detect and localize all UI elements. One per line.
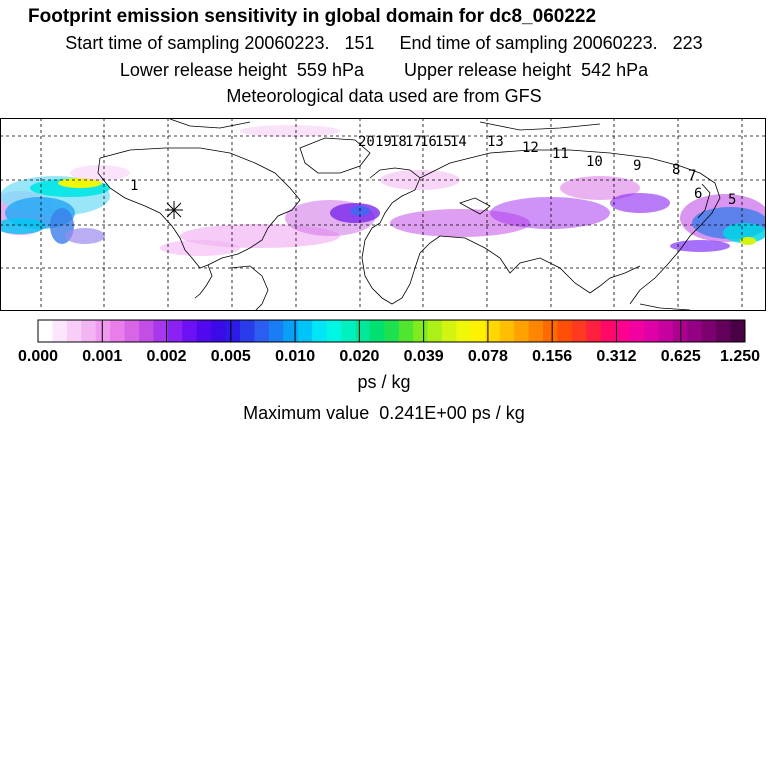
colorbar-cell bbox=[196, 320, 212, 342]
colorbar-tick-label: 0.000 bbox=[18, 348, 58, 365]
colorbar-cell bbox=[124, 320, 140, 342]
colorbar-cell bbox=[95, 320, 111, 342]
colorbar-cell bbox=[485, 320, 501, 342]
colorbar-cell bbox=[456, 320, 472, 342]
track-label-17: 17 bbox=[405, 134, 422, 150]
colorbar-tick-label: 0.001 bbox=[82, 348, 122, 365]
colorbar-tick-label: 0.002 bbox=[147, 348, 187, 365]
track-label-19: 19 bbox=[375, 134, 392, 150]
colorbar-cell bbox=[110, 320, 126, 342]
colorbar-cell bbox=[730, 320, 746, 342]
lat-lon-grid bbox=[0, 118, 766, 311]
colorbar-cell bbox=[268, 320, 284, 342]
sensitivity-field bbox=[0, 125, 766, 256]
colorbar-tick-label: 0.078 bbox=[468, 348, 508, 365]
colorbar-cell bbox=[38, 320, 53, 342]
colorbar-tick-label: 0.039 bbox=[404, 348, 444, 365]
colorbar-cell bbox=[499, 320, 515, 342]
sampling-time-line: Start time of sampling 20060223. 151 End… bbox=[65, 33, 703, 53]
colorbar-cell bbox=[297, 320, 313, 342]
colorbar-cell bbox=[629, 320, 645, 342]
release-location-marker bbox=[165, 201, 183, 219]
track-label-18: 18 bbox=[390, 134, 407, 150]
colorbar-cell bbox=[182, 320, 198, 342]
colorbar-tick-label: 0.010 bbox=[275, 348, 315, 365]
colorbar: 0.000 0.001 0.002 0.005 0.010 0.020 0.039 0.078… bbox=[18, 319, 760, 365]
colorbar-cell bbox=[369, 320, 385, 342]
colorbar-cell bbox=[341, 320, 356, 342]
colorbar-cell bbox=[211, 320, 227, 342]
colorbar-tick-label: 0.625 bbox=[661, 348, 701, 365]
colorbar-cell bbox=[240, 320, 255, 342]
colorbar-cell bbox=[384, 320, 400, 342]
colorbar-cell bbox=[701, 320, 717, 342]
colorbar-cell bbox=[586, 320, 602, 342]
colorbar-cell bbox=[528, 320, 544, 342]
track-label-20: 20 bbox=[358, 134, 375, 150]
colorbar-cell bbox=[442, 320, 457, 342]
track-label-16: 16 bbox=[420, 134, 437, 150]
colorbar-cell bbox=[153, 320, 169, 342]
colorbar-cell bbox=[427, 320, 443, 342]
colorbar-cell bbox=[355, 320, 371, 342]
maximum-value: Maximum value 0.241E+00 ps / kg bbox=[243, 403, 525, 423]
colorbar-cell bbox=[326, 320, 342, 342]
colorbar-cell bbox=[398, 320, 414, 342]
colorbar-cell bbox=[254, 320, 270, 342]
colorbar-tick-label: 0.005 bbox=[211, 348, 251, 365]
map-title: Footprint emission sensitivity in global… bbox=[28, 6, 597, 27]
release-height-line: Lower release height 559 hPa Upper relea… bbox=[119, 60, 649, 80]
colorbar-cell bbox=[167, 320, 183, 342]
colorbar-cell bbox=[312, 320, 328, 342]
colorbar-cell bbox=[615, 320, 631, 342]
map-frame bbox=[0, 118, 766, 311]
track-label-7: 7 bbox=[688, 168, 696, 184]
track-label-15: 15 bbox=[435, 134, 452, 150]
track-label-1: 1 bbox=[130, 178, 138, 194]
colorbar-cell bbox=[66, 320, 82, 342]
colorbar-tick-label: 0.156 bbox=[532, 348, 572, 365]
colorbar-cell bbox=[600, 320, 616, 342]
colorbar-cell bbox=[557, 320, 573, 342]
track-label-13: 13 bbox=[487, 134, 504, 150]
colorbar-cell bbox=[413, 320, 429, 342]
track-label-12: 12 bbox=[522, 140, 539, 156]
colorbar-cell bbox=[571, 320, 587, 342]
track-label-11: 11 bbox=[552, 146, 569, 162]
emission-sensitivity-map: 20 19 18 17 16 15 14 13 12 11 10 9 8 7 6… bbox=[0, 118, 766, 311]
coastlines bbox=[97, 118, 721, 311]
colorbar-tick-label: 0.312 bbox=[596, 348, 636, 365]
track-label-14: 14 bbox=[450, 134, 467, 150]
colorbar-cell bbox=[283, 320, 299, 342]
colorbar-cell bbox=[644, 320, 659, 342]
colorbar-cell bbox=[81, 320, 97, 342]
meteorological-data-line: Meteorological data used are from GFS bbox=[226, 86, 542, 106]
colorbar-cell bbox=[225, 320, 241, 342]
colorbar-cell bbox=[52, 320, 68, 342]
colorbar-cell bbox=[139, 320, 154, 342]
colorbar-tick-label: 0.020 bbox=[339, 348, 379, 365]
colorbar-cell bbox=[687, 320, 703, 342]
colorbar-cell bbox=[543, 320, 558, 342]
track-label-6: 6 bbox=[694, 186, 702, 202]
track-label-8: 8 bbox=[672, 162, 680, 178]
colorbar-cell bbox=[716, 320, 732, 342]
colorbar-units: ps / kg bbox=[357, 372, 411, 392]
flight-track-labels: 20 19 18 17 16 15 14 13 12 11 10 9 8 7 6… bbox=[130, 134, 736, 208]
colorbar-cell bbox=[514, 320, 530, 342]
colorbar-cell bbox=[658, 320, 674, 342]
track-label-5: 5 bbox=[728, 192, 736, 208]
track-label-9: 9 bbox=[633, 158, 641, 174]
track-label-10: 10 bbox=[586, 154, 603, 170]
colorbar-cell bbox=[470, 320, 486, 342]
colorbar-tick-label: 1.250 bbox=[720, 348, 760, 365]
